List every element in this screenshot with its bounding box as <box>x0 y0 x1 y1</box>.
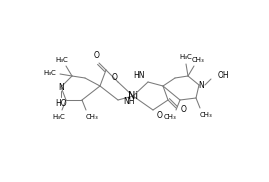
Text: CH₃: CH₃ <box>164 114 176 120</box>
Text: CH₃: CH₃ <box>200 112 212 118</box>
Text: H₃C: H₃C <box>56 57 68 63</box>
Text: NH: NH <box>123 98 134 106</box>
Text: N: N <box>58 84 64 92</box>
Text: O: O <box>181 106 187 114</box>
Text: H₃C: H₃C <box>44 70 56 76</box>
Text: CH₃: CH₃ <box>86 114 98 120</box>
Text: HN: HN <box>133 72 145 80</box>
Text: CH₃: CH₃ <box>192 57 204 63</box>
Text: O: O <box>157 110 163 120</box>
Text: O: O <box>112 72 118 82</box>
Text: OH: OH <box>218 70 230 80</box>
Text: H₃C: H₃C <box>53 114 65 120</box>
Text: HO: HO <box>55 98 67 108</box>
Text: O: O <box>94 52 100 60</box>
Text: H₃C: H₃C <box>180 54 192 60</box>
Text: Ni: Ni <box>128 91 138 101</box>
Text: N: N <box>198 80 204 90</box>
